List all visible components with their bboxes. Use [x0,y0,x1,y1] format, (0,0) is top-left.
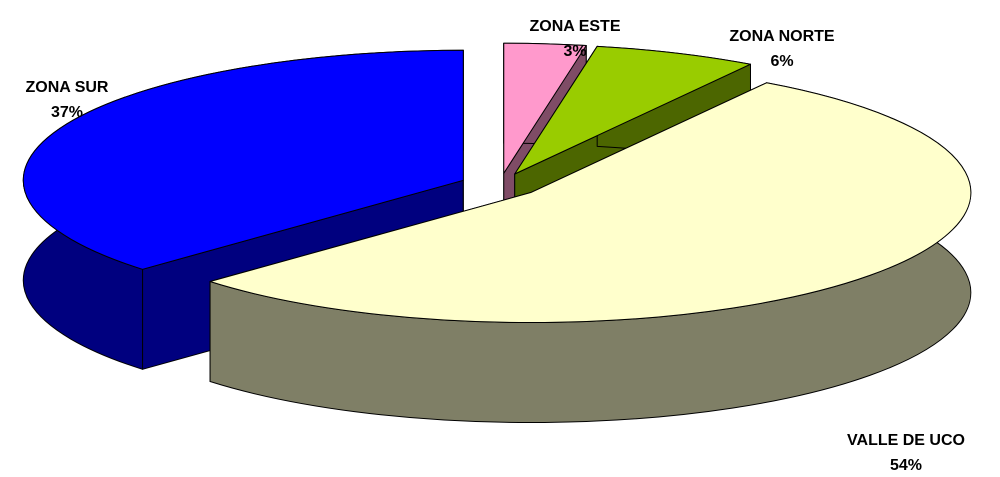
slice [209,82,972,424]
slice-top [514,45,751,175]
slice-value-label: 54% [890,457,922,474]
slice-label: ZONA NORTE [729,28,835,45]
slice-value-label: 3% [563,43,586,60]
slice-top [503,42,587,174]
slice-label: VALLE DE UCO [847,432,965,449]
slice-label: ZONA SUR [26,79,109,96]
pie [22,42,972,424]
slice-label: ZONA ESTE [530,18,621,35]
slice-value-label: 37% [51,104,83,121]
slice-value-label: 6% [770,53,793,70]
slice-top [22,49,464,270]
slice-top [209,82,972,324]
